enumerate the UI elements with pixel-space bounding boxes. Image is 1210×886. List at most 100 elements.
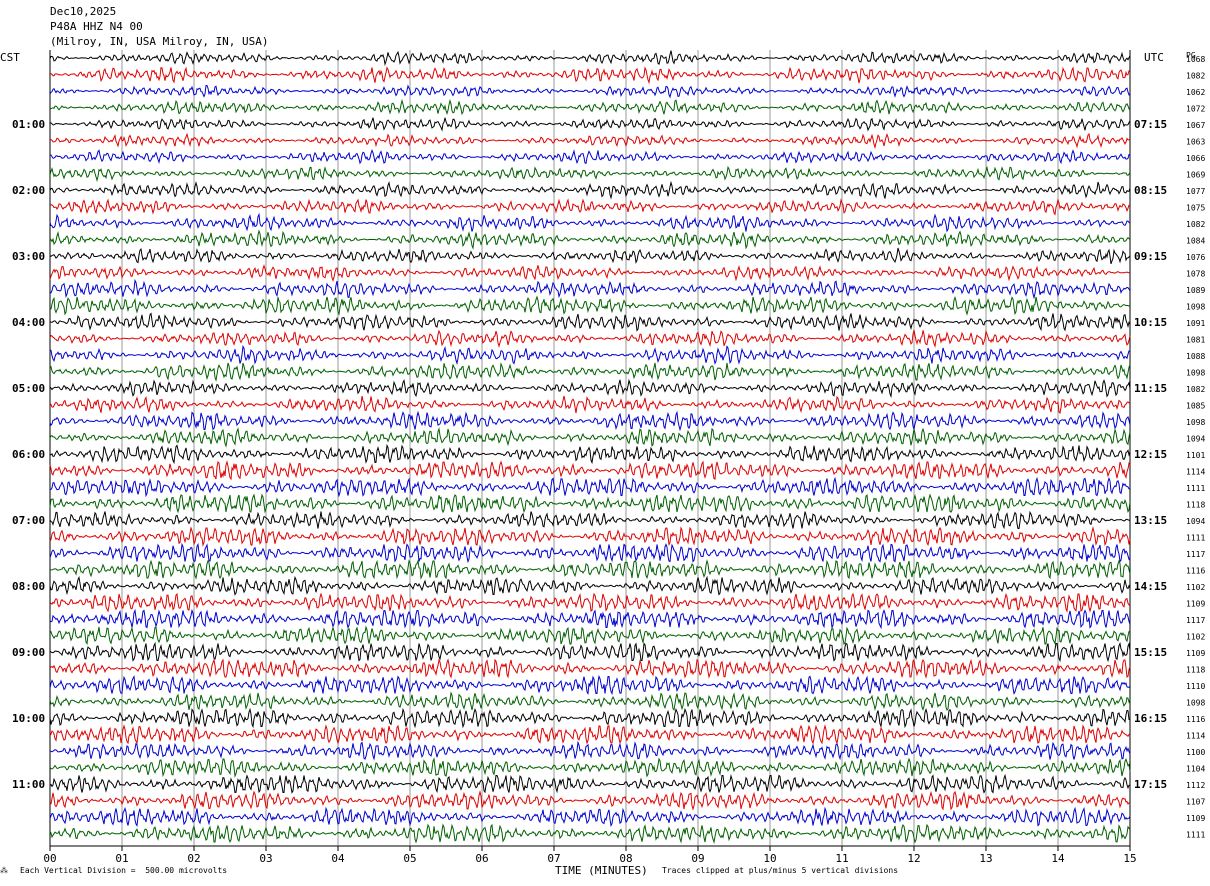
trace-row [49, 790, 1131, 811]
trace-row [49, 724, 1131, 745]
row-value-label: 1102 [1186, 633, 1205, 642]
row-value-label: 1072 [1186, 105, 1205, 114]
row-value-label: 1114 [1186, 732, 1205, 741]
row-value-label: 1111 [1186, 484, 1205, 493]
row-value-label: 1114 [1186, 468, 1205, 477]
row-value-label: 1109 [1186, 649, 1205, 658]
right-column-header: PG [1186, 51, 1196, 60]
trace-row [49, 691, 1131, 712]
row-value-label: 1062 [1186, 88, 1205, 97]
row-value-label: 1094 [1186, 435, 1205, 444]
left-hour-label: 02:00 [12, 184, 45, 197]
trace-row [49, 84, 1131, 99]
trace-row [49, 773, 1131, 794]
trace-row [49, 312, 1131, 332]
row-value-label: 1109 [1186, 600, 1205, 609]
row-value-label: 1076 [1186, 253, 1205, 262]
row-value-label: 1101 [1186, 451, 1205, 460]
row-value-label: 1068 [1186, 55, 1205, 64]
trace-row [49, 757, 1131, 778]
trace-row [49, 526, 1131, 547]
row-value-label: 1118 [1186, 501, 1205, 510]
right-hour-label: 10:15 [1134, 316, 1167, 329]
row-value-label: 1089 [1186, 286, 1205, 295]
trace-row [49, 197, 1130, 216]
left-hour-label: 09:00 [12, 646, 45, 659]
left-hour-label: 11:00 [12, 778, 45, 791]
right-hour-label: 11:15 [1134, 382, 1167, 395]
trace-row [49, 460, 1131, 481]
trace-row [49, 50, 1131, 67]
x-tick-label: 08 [619, 852, 632, 865]
row-value-label: 1102 [1186, 583, 1205, 592]
trace-row [49, 329, 1131, 348]
x-tick-label: 05 [403, 852, 416, 865]
row-value-label: 1098 [1186, 369, 1205, 378]
trace-row [49, 98, 1131, 116]
trace-row [49, 132, 1131, 150]
trace-row [49, 542, 1131, 564]
x-tick-label: 09 [691, 852, 704, 865]
row-value-label: 1082 [1186, 72, 1205, 81]
left-hour-label: 10:00 [12, 712, 45, 725]
trace-row [49, 180, 1131, 200]
trace-row [49, 264, 1131, 282]
left-hour-label: 08:00 [12, 580, 45, 593]
row-value-label: 1117 [1186, 550, 1205, 559]
row-value-label: 1110 [1186, 682, 1205, 691]
x-tick-label: 03 [259, 852, 272, 865]
row-value-label: 1100 [1186, 748, 1205, 757]
row-value-label: 1117 [1186, 616, 1205, 625]
trace-row [49, 476, 1131, 498]
x-tick-label: 04 [331, 852, 345, 865]
left-hour-label: 03:00 [12, 250, 45, 263]
trace-row [49, 740, 1131, 761]
x-tick-label: 10 [763, 852, 776, 865]
corner-mark: ⁂ [0, 866, 8, 875]
trace-row [50, 66, 1131, 85]
trace-row [49, 378, 1131, 399]
trace-row [49, 165, 1131, 183]
trace-row [49, 212, 1131, 233]
x-tick-label: 02 [187, 852, 200, 865]
trace-row [49, 625, 1131, 646]
row-value-label: 1111 [1186, 534, 1205, 543]
clip-note: Traces clipped at plus/minus 5 vertical … [662, 866, 899, 875]
right-hour-label: 08:15 [1134, 184, 1167, 197]
row-value-label: 1107 [1186, 798, 1205, 807]
right-hour-label: 14:15 [1134, 580, 1167, 593]
row-value-label: 1078 [1186, 270, 1205, 279]
row-value-label: 1082 [1186, 385, 1205, 394]
trace-row [49, 278, 1131, 300]
left-hour-label: 06:00 [12, 448, 45, 461]
row-value-label: 1077 [1186, 187, 1205, 196]
trace-row [49, 117, 1131, 132]
label-group: 00 01 02 03 04 05 06 07 08 09 10 11 12 13 14 1510681082… [12, 55, 1205, 865]
header-date: Dec10,2025 [50, 5, 117, 18]
row-value-label: 1085 [1186, 402, 1205, 411]
trace-row [49, 823, 1131, 844]
row-value-label: 1069 [1186, 171, 1205, 180]
trace-row [49, 427, 1131, 448]
trace-row [49, 493, 1131, 514]
right-hour-label: 09:15 [1134, 250, 1167, 263]
x-tick-label: 07 [547, 852, 560, 865]
row-value-label: 1094 [1186, 517, 1205, 526]
trace-row [49, 641, 1131, 663]
left-hour-label: 05:00 [12, 382, 45, 395]
row-value-label: 1098 [1186, 699, 1205, 708]
trace-row [49, 295, 1131, 316]
row-value-label: 1098 [1186, 418, 1205, 427]
x-tick-label: 06 [475, 852, 488, 865]
row-value-label: 1091 [1186, 319, 1205, 328]
x-tick-label: 01 [115, 852, 128, 865]
left-hour-label: 04:00 [12, 316, 45, 329]
left-hour-label: 01:00 [12, 118, 45, 131]
right-hour-label: 17:15 [1134, 778, 1167, 791]
row-value-label: 1081 [1186, 336, 1205, 345]
trace-row [49, 707, 1131, 729]
scale-note: Each Vertical Division = 500.00 microvol… [20, 866, 228, 875]
trace-row [49, 247, 1131, 265]
trace-row [49, 362, 1131, 382]
